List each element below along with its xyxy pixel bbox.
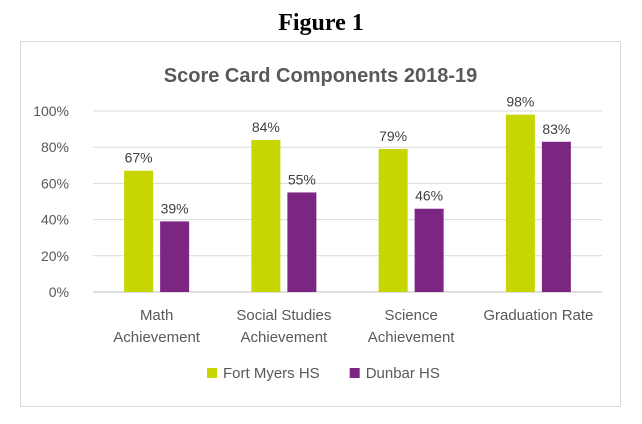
bar (160, 221, 190, 292)
legend-swatch (349, 368, 360, 378)
data-label: 84% (252, 119, 280, 135)
chart-frame: Score Card Components 2018-19 0% 20% 40% 60… (20, 41, 621, 407)
bar (124, 170, 154, 292)
data-label: 55% (288, 171, 316, 187)
x-tick-label: Graduation Rate (483, 307, 593, 324)
x-tick-label: Math (140, 307, 173, 324)
y-tick-label: 80% (41, 139, 69, 155)
bar (414, 208, 444, 292)
y-tick-label: 20% (41, 248, 69, 264)
data-label: 39% (161, 200, 189, 216)
x-tick-label: Social Studies (236, 307, 331, 324)
x-tick-label: Achievement (368, 329, 456, 346)
bar (505, 114, 535, 293)
legend: Fort Myers HS Dunbar HS (207, 365, 440, 382)
x-tick-label: Achievement (113, 329, 201, 346)
data-label: 46% (415, 188, 443, 204)
data-label: 83% (542, 121, 570, 137)
legend-label: Dunbar HS (366, 365, 440, 382)
y-tick-label: 40% (41, 212, 69, 228)
bar (541, 141, 571, 292)
data-label: 98% (506, 94, 534, 110)
y-tick-label: 60% (41, 175, 69, 191)
bar (378, 149, 408, 292)
x-axis-ticks: Math Achievement Social Studies Achievement… (113, 307, 593, 346)
bars (124, 114, 571, 293)
x-tick-label: Achievement (241, 329, 329, 346)
x-tick-label: Science (384, 307, 437, 324)
bar (287, 192, 317, 292)
data-label: 67% (125, 150, 153, 166)
legend-swatch (207, 368, 217, 378)
figure-title: Figure 1 (278, 10, 364, 36)
chart-title: Score Card Components 2018-19 (164, 65, 477, 87)
data-labels: 67% 39% 84% 55% 79% 46% 98% 83% (125, 94, 571, 217)
y-tick-label: 100% (33, 103, 69, 119)
data-label: 79% (379, 128, 407, 144)
bar (251, 139, 281, 292)
y-axis-ticks: 0% 20% 40% 60% 80% 100% (33, 103, 69, 300)
y-tick-label: 0% (49, 284, 69, 300)
bar-chart: Score Card Components 2018-19 0% 20% 40% 60… (33, 65, 602, 382)
legend-label: Fort Myers HS (223, 365, 320, 382)
